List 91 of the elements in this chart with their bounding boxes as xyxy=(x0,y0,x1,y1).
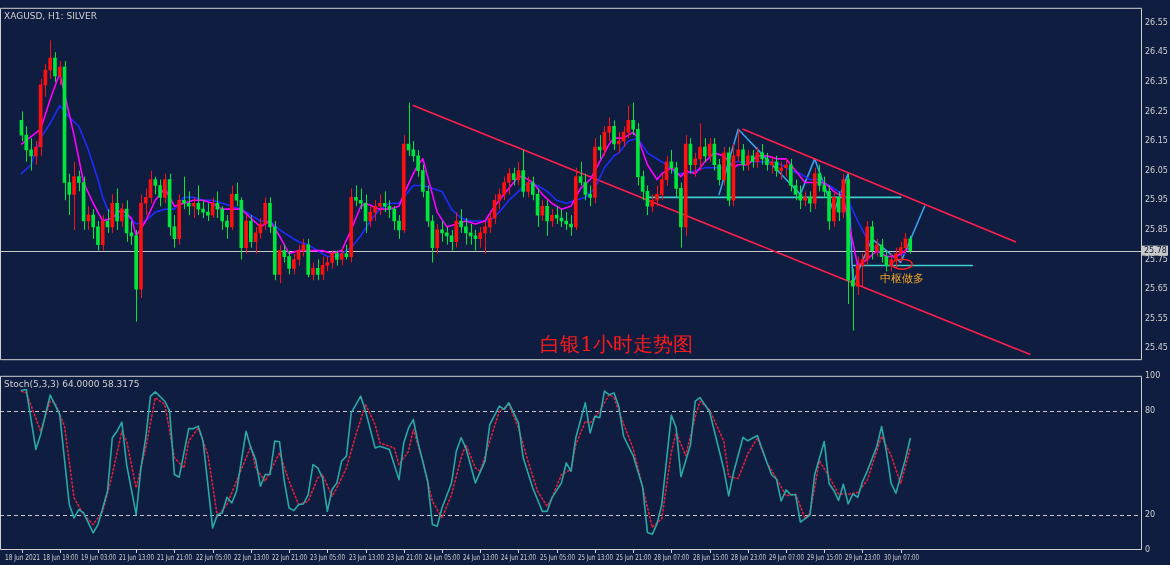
candlestick xyxy=(745,149,750,172)
candlestick xyxy=(196,184,201,216)
x-tick-label: 29 Jun 23:00 xyxy=(844,553,881,563)
candlestick xyxy=(72,161,76,231)
y-tick-label: 26.15 xyxy=(1145,136,1168,146)
candlestick xyxy=(397,214,401,240)
y-tick-label: 25.75 xyxy=(1145,254,1168,264)
y-tick-label: 26.55 xyxy=(1145,17,1168,27)
chart-title: XAGUSD, H1: SILVER xyxy=(4,11,97,22)
candlestick xyxy=(440,220,444,243)
annotation: 中枢做多 xyxy=(880,272,925,286)
candlestick xyxy=(29,137,33,172)
y-tick-label: 26.35 xyxy=(1145,76,1168,86)
x-tick-label: 29 Jun 07:00 xyxy=(768,553,805,563)
x-tick-label: 23 Jun 21:00 xyxy=(386,553,423,563)
candlestick xyxy=(163,173,167,204)
x-tick-label: 30 Jun 07:00 xyxy=(883,553,920,563)
candlestick xyxy=(478,226,483,249)
candlestick xyxy=(382,190,387,213)
candlestick xyxy=(454,211,459,249)
candlestick xyxy=(473,229,478,252)
x-tick-label: 28 Jun 23:00 xyxy=(730,553,767,563)
x-tick-label: 21 Jun 13:00 xyxy=(118,553,155,563)
candlestick xyxy=(263,196,268,231)
candlestick xyxy=(741,143,745,172)
x-tick-label: 21 Jun 21:00 xyxy=(156,553,193,563)
x-tick-label: 24 Jun 21:00 xyxy=(500,553,537,563)
candlestick xyxy=(57,60,62,86)
candlestick xyxy=(392,205,397,231)
candlestick xyxy=(34,140,38,166)
candlestick xyxy=(808,190,812,213)
candlestick xyxy=(225,214,229,240)
y-tick-label: 25.85 xyxy=(1145,224,1168,234)
candlestick xyxy=(292,253,296,275)
y-tick-label: 26.45 xyxy=(1145,47,1168,57)
y-tick-label: 26.05 xyxy=(1145,165,1168,175)
x-tick-label: 18 Jun 2021 xyxy=(4,552,41,563)
candlestick xyxy=(526,176,530,198)
x-tick-label: 22 Jun 13:00 xyxy=(233,553,270,563)
candlestick xyxy=(464,217,468,246)
candlestick xyxy=(220,205,225,231)
ref-line-label: 25.78 xyxy=(1144,245,1167,255)
x-tick-label: 22 Jun 05:00 xyxy=(195,553,232,563)
candlestick xyxy=(249,214,253,249)
candlestick xyxy=(91,208,96,240)
candlestick xyxy=(483,220,487,255)
candlestick xyxy=(521,149,526,198)
x-tick-label: 22 Jun 21:00 xyxy=(271,553,308,563)
x-tick-label: 18 Jun 19:00 xyxy=(42,553,79,563)
x-tick-label: 25 Jun 21:00 xyxy=(615,553,652,563)
candlestick xyxy=(186,190,191,216)
y-tick-label: 25.45 xyxy=(1145,343,1168,353)
x-tick-label: 23 Jun 13:00 xyxy=(348,553,385,563)
y-tick-label: 0 xyxy=(1145,545,1151,555)
candlestick xyxy=(48,39,52,80)
chart-title: Stoch(5,3,3) 64.0000 58.3175 xyxy=(4,379,140,390)
candlestick xyxy=(53,51,57,83)
candlestick xyxy=(459,208,463,234)
candlestick xyxy=(855,256,860,296)
y-tick-label: 100 xyxy=(1145,370,1161,380)
candlestick xyxy=(368,205,373,228)
y-tick-label: 25.65 xyxy=(1145,284,1168,294)
candlestick xyxy=(435,223,440,255)
y-tick-label: 20 xyxy=(1145,510,1156,520)
candlestick xyxy=(569,214,573,237)
y-tick-label: 25.55 xyxy=(1145,313,1168,323)
candlestick xyxy=(545,199,549,237)
candlestick xyxy=(96,220,100,252)
x-tick-label: 23 Jun 05:00 xyxy=(309,553,346,563)
text: 白银1小时走势图 xyxy=(540,332,694,357)
candlestick xyxy=(120,202,124,228)
x-tick-label: 29 Jun 15:00 xyxy=(806,553,843,563)
candlestick xyxy=(702,137,707,163)
candlestick xyxy=(616,131,621,154)
candlestick xyxy=(898,241,903,263)
candlestick xyxy=(191,196,196,219)
candlestick xyxy=(612,119,616,151)
candlestick xyxy=(588,184,592,207)
y-tick-label: 26.25 xyxy=(1145,106,1168,116)
x-tick-label: 28 Jun 07:00 xyxy=(653,553,690,563)
x-tick-label: 24 Jun 13:00 xyxy=(462,553,499,563)
candlestick xyxy=(487,211,492,234)
candlestick xyxy=(736,128,741,163)
x-tick-label: 24 Jun 05:00 xyxy=(424,553,461,563)
x-tick-label: 28 Jun 15:00 xyxy=(692,553,729,563)
y-tick-label: 25.95 xyxy=(1145,195,1168,205)
x-tick-label: 19 Jun 03:00 xyxy=(80,553,117,563)
y-tick-label: 80 xyxy=(1145,405,1156,415)
candlestick xyxy=(115,187,119,231)
x-tick-label: 25 Jun 13:00 xyxy=(577,553,614,563)
x-tick-label: 25 Jun 05:00 xyxy=(539,553,576,563)
